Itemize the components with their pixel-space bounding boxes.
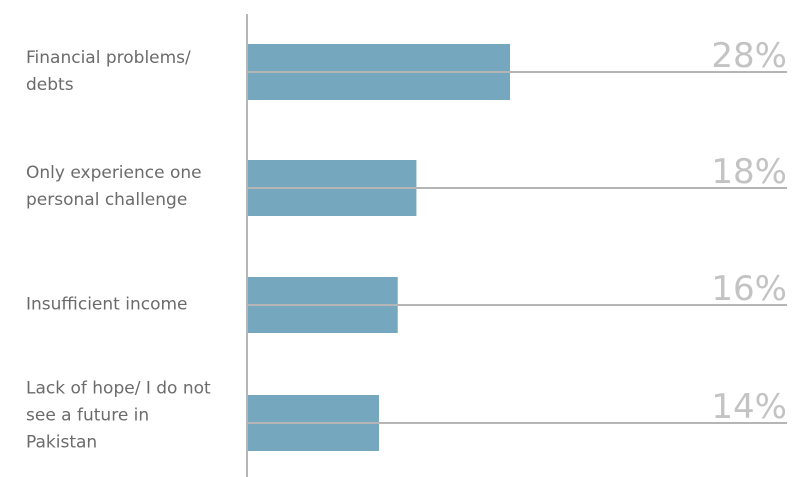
value-label: 28% bbox=[711, 36, 787, 76]
category-label: Lack of hope/ I do not see a future in Pak… bbox=[26, 376, 240, 457]
category-label-line: debts bbox=[26, 75, 74, 95]
category-label: Insufficient income bbox=[26, 292, 240, 319]
category-label: Only experience one personal challenge bbox=[26, 160, 240, 214]
category-label-line: Insufficient income bbox=[26, 294, 188, 315]
value-label: 16% bbox=[711, 269, 787, 309]
category-label-line: Lack of hope/ I do not bbox=[26, 378, 211, 399]
category-label: Financial problems/debts bbox=[26, 45, 240, 99]
category-label-line: Pakistan bbox=[26, 432, 98, 453]
category-label-line: personal challenge bbox=[26, 190, 188, 210]
category-label-line: Financial problems/ bbox=[26, 48, 191, 68]
value-label: 14% bbox=[711, 387, 787, 427]
value-label: 18% bbox=[711, 152, 787, 192]
category-label-line: see a future in bbox=[26, 405, 150, 426]
category-label-line: Only experience one bbox=[26, 163, 202, 183]
